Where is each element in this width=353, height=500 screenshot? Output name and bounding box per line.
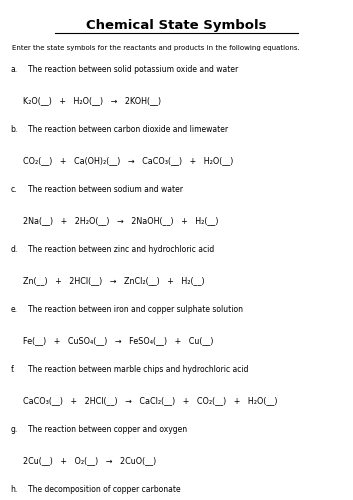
Text: The reaction between copper and oxygen: The reaction between copper and oxygen: [28, 425, 187, 434]
Text: The decomposition of copper carbonate: The decomposition of copper carbonate: [28, 485, 181, 494]
Text: The reaction between carbon dioxide and limewater: The reaction between carbon dioxide and …: [28, 125, 228, 134]
Text: 2Cu(__)   +   O₂(__)   →   2CuO(__): 2Cu(__) + O₂(__) → 2CuO(__): [23, 456, 156, 465]
Text: Chemical State Symbols: Chemical State Symbols: [86, 19, 267, 32]
Text: a.: a.: [11, 65, 18, 74]
Text: The reaction between iron and copper sulphate solution: The reaction between iron and copper sul…: [28, 305, 243, 314]
Text: 2Na(__)   +   2H₂O(__)   →   2NaOH(__)   +   H₂(__): 2Na(__) + 2H₂O(__) → 2NaOH(__) + H₂(__): [23, 216, 219, 225]
Text: The reaction between zinc and hydrochloric acid: The reaction between zinc and hydrochlor…: [28, 245, 215, 254]
Text: c.: c.: [11, 185, 17, 194]
Text: CO₂(__)   +   Ca(OH)₂(__)   →   CaCO₃(__)   +   H₂O(__): CO₂(__) + Ca(OH)₂(__) → CaCO₃(__) + H₂O(…: [23, 156, 233, 165]
Text: K₂O(__)   +   H₂O(__)   →   2KOH(__): K₂O(__) + H₂O(__) → 2KOH(__): [23, 96, 161, 105]
Text: d.: d.: [11, 245, 18, 254]
Text: CaCO₃(__)   +   2HCl(__)   →   CaCl₂(__)   +   CO₂(__)   +   H₂O(__): CaCO₃(__) + 2HCl(__) → CaCl₂(__) + CO₂(_…: [23, 396, 277, 405]
Text: Zn(__)   +   2HCl(__)   →   ZnCl₂(__)   +   H₂(__): Zn(__) + 2HCl(__) → ZnCl₂(__) + H₂(__): [23, 276, 205, 285]
Text: The reaction between solid potassium oxide and water: The reaction between solid potassium oxi…: [28, 65, 239, 74]
Text: Enter the state symbols for the reactants and products in the following equation: Enter the state symbols for the reactant…: [12, 45, 300, 51]
Text: e.: e.: [11, 305, 18, 314]
Text: b.: b.: [11, 125, 18, 134]
Text: The reaction between sodium and water: The reaction between sodium and water: [28, 185, 183, 194]
Text: The reaction between marble chips and hydrochloric acid: The reaction between marble chips and hy…: [28, 365, 249, 374]
Text: Fe(__)   +   CuSO₄(__)   →   FeSO₄(__)   +   Cu(__): Fe(__) + CuSO₄(__) → FeSO₄(__) + Cu(__): [23, 336, 214, 345]
Text: g.: g.: [11, 425, 18, 434]
Text: f.: f.: [11, 365, 15, 374]
Text: h.: h.: [11, 485, 18, 494]
